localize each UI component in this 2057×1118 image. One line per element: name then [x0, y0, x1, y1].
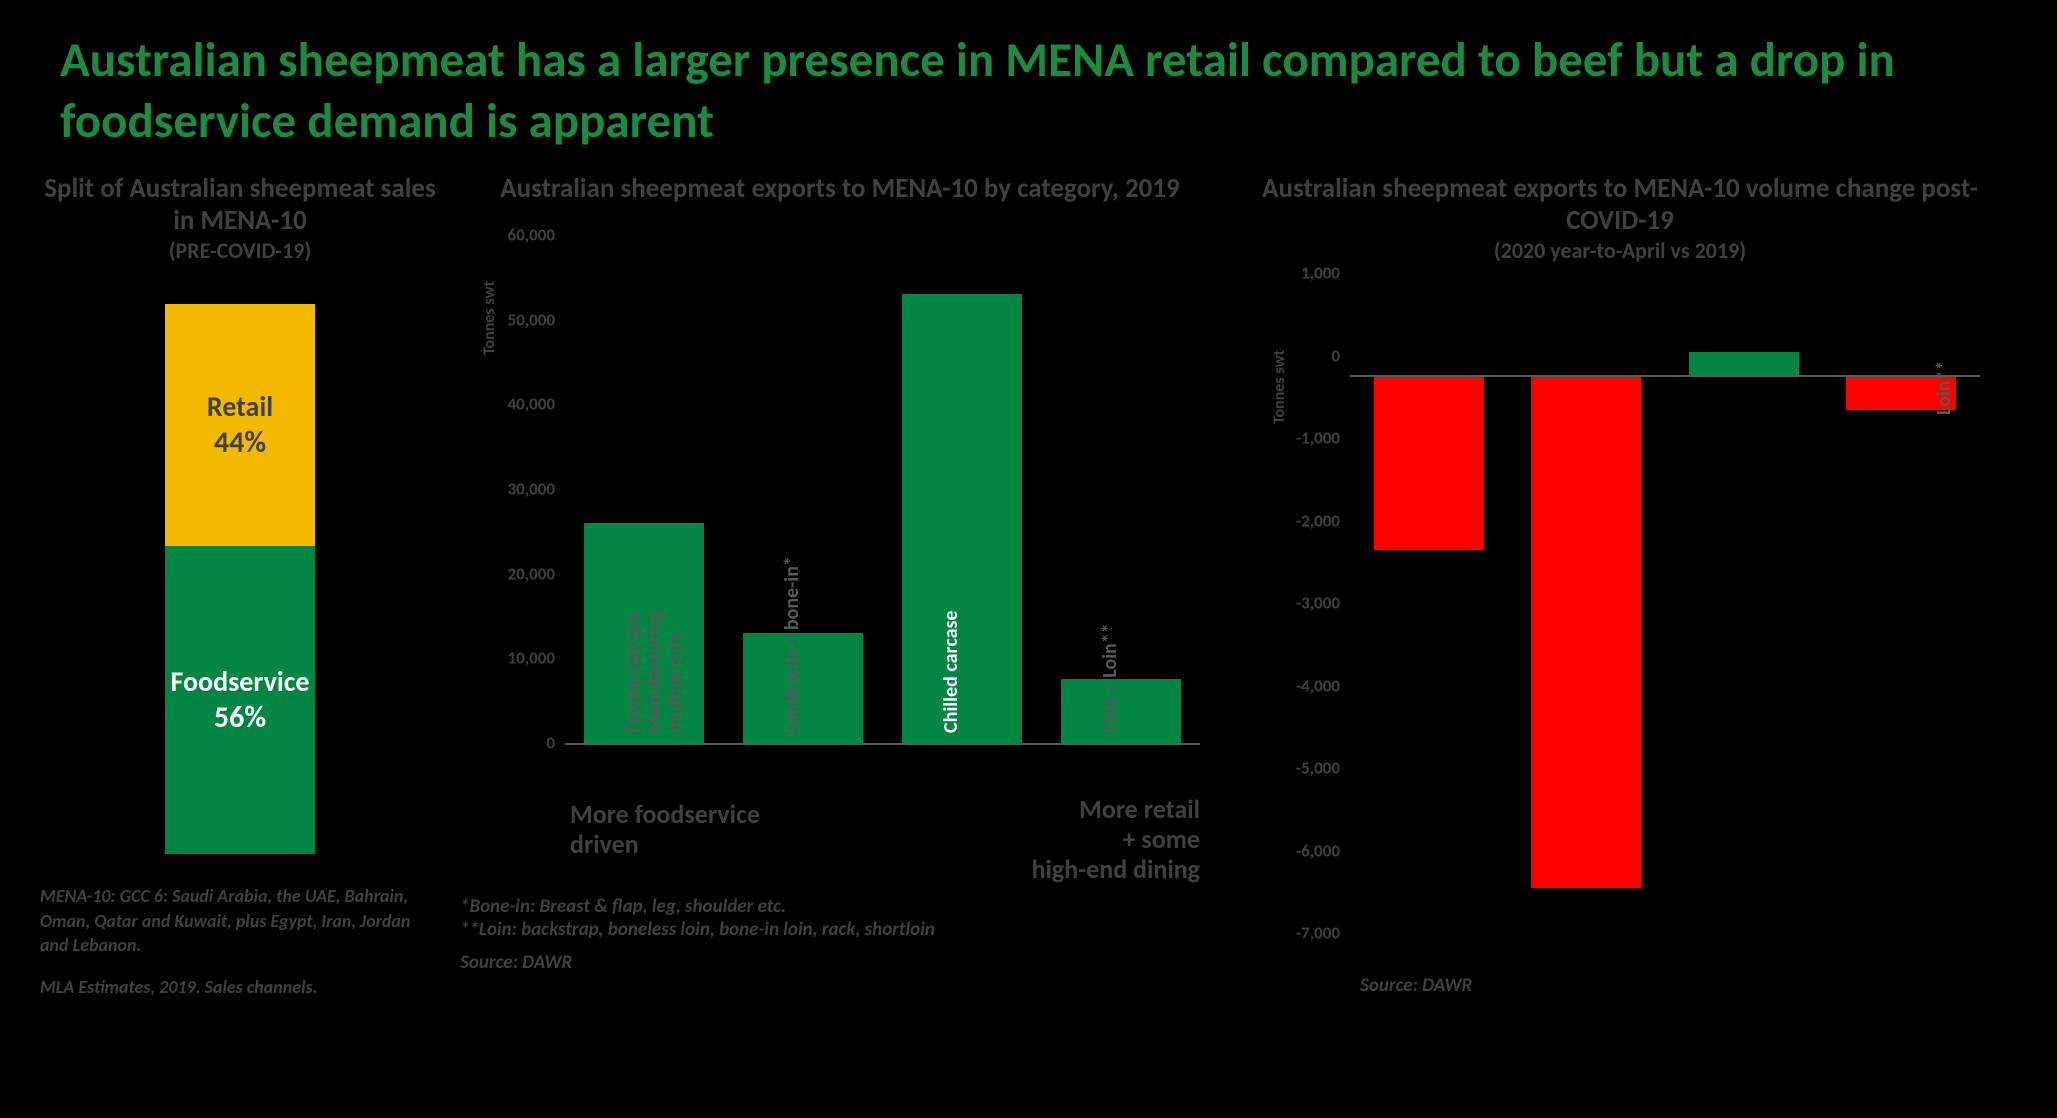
panel2-footnote1: *Bone-in: Breast & flap, leg, shoulder e…: [460, 895, 1220, 918]
segment-pct: 56%: [214, 699, 266, 736]
bar-label: Frozen carcaseManufacturingmutton cuts: [623, 610, 686, 733]
panel3-source: Source: DAWR: [1240, 974, 2000, 997]
ytick: 50,000: [495, 309, 555, 330]
bar: Chilled carcase: [902, 294, 1022, 743]
ytick: 30,000: [495, 478, 555, 499]
panel2-footnote2: **Loin: backstrap, boneless loin, bone-i…: [460, 918, 1220, 941]
bar: Lamb cuts – bone-in*: [743, 633, 863, 743]
ytick: -4,000: [1280, 675, 1340, 696]
panel3-subtitle: (2020 year-to-April vs 2019): [1240, 237, 2000, 264]
ytick: 0: [1280, 345, 1340, 366]
annot-retail: More retail+ somehigh-end dining: [1032, 795, 1200, 885]
bar-label: Lamb cuts – bone-in*: [781, 556, 803, 733]
panel1-title: Split of Australian sheepmeat sales in M…: [40, 173, 440, 238]
ytick: 10,000: [495, 648, 555, 669]
panel3-title: Australian sheepmeat exports to MENA-10 …: [1240, 173, 2000, 238]
stacked-segment: Foodservice56%: [165, 546, 315, 854]
chart2-bars: Frozen carcaseManufacturingmutton cuts La…: [565, 235, 1200, 743]
chart2-plot: Frozen carcaseManufacturingmutton cuts La…: [565, 235, 1200, 745]
panel1-footnote1: MENA-10: GCC 6: Saudi Arabia, the UAE, B…: [40, 884, 440, 957]
ytick: 20,000: [495, 563, 555, 584]
panel-exports-2019: Australian sheepmeat exports to MENA-10 …: [460, 173, 1220, 1000]
panel1-footnote2: MLA Estimates, 2019. Sales channels.: [40, 975, 440, 999]
bar-label: Chilled carcase: [1689, 294, 1799, 313]
bar: Cuts – Loin**: [1061, 679, 1181, 743]
bar-label: Chilled carcase: [940, 610, 962, 733]
panel2-title: Australian sheepmeat exports to MENA-10 …: [460, 173, 1220, 205]
bar-label: Lamb cuts – bone-in*: [1531, 294, 1641, 332]
segment-pct: 44%: [214, 424, 266, 461]
panel-split: Split of Australian sheepmeat sales in M…: [40, 173, 440, 1000]
bar-column: Loin** Chilled carcase: [1846, 294, 1956, 954]
ytick: 60,000: [495, 224, 555, 245]
panel1-subtitle: (PRE-COVID-19): [40, 237, 440, 264]
ytick: -7,000: [1280, 923, 1340, 944]
panels-container: Split of Australian sheepmeat sales in M…: [0, 163, 2057, 1000]
ytick: -5,000: [1280, 758, 1340, 779]
ytick: 0: [495, 732, 555, 753]
stacked-segment: Retail44%: [165, 304, 315, 546]
bar-label: Chilled carcase: [1846, 294, 1956, 313]
annot-foodservice: More foodservicedriven: [570, 800, 760, 860]
ytick: -1,000: [1280, 428, 1340, 449]
ytick: -2,000: [1280, 510, 1340, 531]
stacked-bar-chart: Retail44%Foodservice56%: [165, 304, 315, 854]
bar-column: Lamb cuts – bone-in*: [1531, 294, 1641, 954]
zero-line: [1350, 375, 1980, 377]
panel-volume-change: Australian sheepmeat exports to MENA-10 …: [1240, 173, 2000, 1000]
segment-label: Foodservice: [170, 664, 309, 699]
bar-column: Chilled carcase: [1689, 294, 1799, 954]
bar: [1531, 377, 1641, 889]
chart3-bars: Frozen carcaseManufacturingmutton cuts La…: [1350, 294, 1980, 954]
chart3-wrap: Tonnes swt Frozen carcaseManufacturingmu…: [1240, 284, 2000, 964]
bar: Frozen carcaseManufacturingmutton cuts: [584, 523, 704, 743]
ytick: 40,000: [495, 394, 555, 415]
bar: [1689, 352, 1799, 377]
slide-title: Australian sheepmeat has a larger presen…: [0, 0, 2057, 163]
ytick: 1,000: [1280, 263, 1340, 284]
chart3-plot: Frozen carcaseManufacturingmutton cuts La…: [1350, 294, 1980, 954]
segment-label: Retail: [207, 389, 273, 424]
bar-label: Frozen carcaseManufacturingmutton cuts: [1374, 294, 1484, 351]
panel2-source: Source: DAWR: [460, 951, 1220, 974]
ytick: -6,000: [1280, 840, 1340, 861]
bar-column: Frozen carcaseManufacturingmutton cuts: [1374, 294, 1484, 954]
bar: [1374, 377, 1484, 550]
chart2-wrap: Tonnes swt Frozen carcaseManufacturingmu…: [460, 225, 1220, 785]
bar-label-suffix: Loin**: [1932, 360, 1956, 414]
ytick: -3,000: [1280, 593, 1340, 614]
bar-label: Cuts – Loin**: [1099, 623, 1121, 733]
